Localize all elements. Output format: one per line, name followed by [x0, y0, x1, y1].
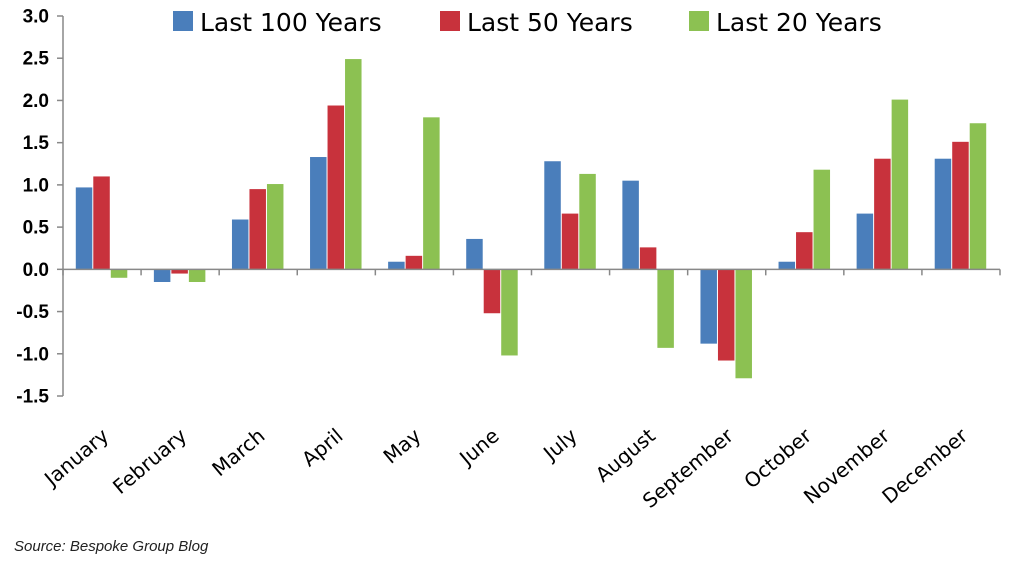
x-tick-label: June — [453, 423, 503, 471]
x-tick-label: October — [739, 423, 816, 493]
x-tick-label: January — [38, 423, 113, 492]
source-note: Source: Bespoke Group Blog — [14, 538, 209, 555]
y-tick-label: 3.0 — [23, 7, 49, 28]
bar — [171, 269, 188, 274]
bar — [266, 184, 284, 270]
bar — [310, 157, 327, 270]
x-tick-label: February — [108, 423, 191, 498]
bar — [501, 269, 518, 356]
bar — [153, 269, 171, 282]
y-tick-label: 0.0 — [23, 260, 49, 281]
x-tick-label: November — [799, 423, 895, 509]
bar — [249, 189, 266, 270]
bar — [483, 269, 501, 314]
x-tick-label: July — [537, 423, 582, 466]
y-tick-label: -1.0 — [16, 344, 49, 365]
bar — [891, 99, 909, 270]
bar — [544, 161, 561, 270]
legend-swatch — [689, 11, 709, 31]
legend-label: Last 100 Years — [200, 8, 382, 37]
bar — [934, 158, 952, 270]
y-tick-label: 2.0 — [23, 91, 49, 112]
bar — [231, 219, 249, 270]
y-tick-label: -1.5 — [16, 387, 49, 408]
bar — [778, 261, 796, 270]
bar — [874, 158, 891, 270]
bar — [423, 117, 440, 270]
bar — [110, 269, 128, 278]
y-axis: 3.0 2.5 2.0 1.5 1.0 0.5 0.0 -0.5 -1.0 -1.5 — [16, 7, 64, 408]
x-tick-label: April — [297, 423, 347, 471]
bar — [388, 261, 405, 270]
bar — [622, 180, 639, 270]
bar — [952, 141, 969, 270]
bar — [639, 247, 657, 270]
y-tick-label: 2.5 — [23, 49, 50, 70]
bar — [856, 213, 874, 270]
bar — [345, 59, 362, 270]
bar — [579, 173, 596, 270]
y-tick-label: 0.5 — [23, 218, 50, 239]
legend-label: Last 20 Years — [716, 8, 882, 37]
y-tick-label: 1.5 — [23, 133, 50, 154]
y-tick-label: 1.0 — [23, 175, 49, 196]
x-tick-label: December — [877, 423, 972, 509]
bar — [657, 269, 674, 348]
bar — [735, 269, 752, 379]
bar — [969, 123, 987, 270]
x-tick-label: August — [591, 423, 660, 486]
bar — [327, 105, 345, 270]
bar — [717, 269, 735, 361]
bar — [700, 269, 717, 344]
bar — [466, 238, 483, 270]
y-tick-label: -0.5 — [16, 302, 49, 323]
bar — [813, 169, 831, 270]
x-tick-label: March — [207, 423, 269, 481]
chart-legend: Last 100 Years Last 50 Years Last 20 Years — [173, 8, 882, 37]
bar — [405, 255, 423, 270]
bar — [75, 187, 93, 270]
legend-label: Last 50 Years — [467, 8, 633, 37]
x-tick-label: May — [378, 423, 425, 468]
bar — [561, 213, 579, 270]
bar — [796, 232, 813, 270]
bar — [188, 269, 206, 282]
legend-swatch — [173, 11, 193, 31]
bars — [75, 59, 987, 379]
bar — [93, 176, 110, 270]
legend-swatch — [440, 11, 460, 31]
